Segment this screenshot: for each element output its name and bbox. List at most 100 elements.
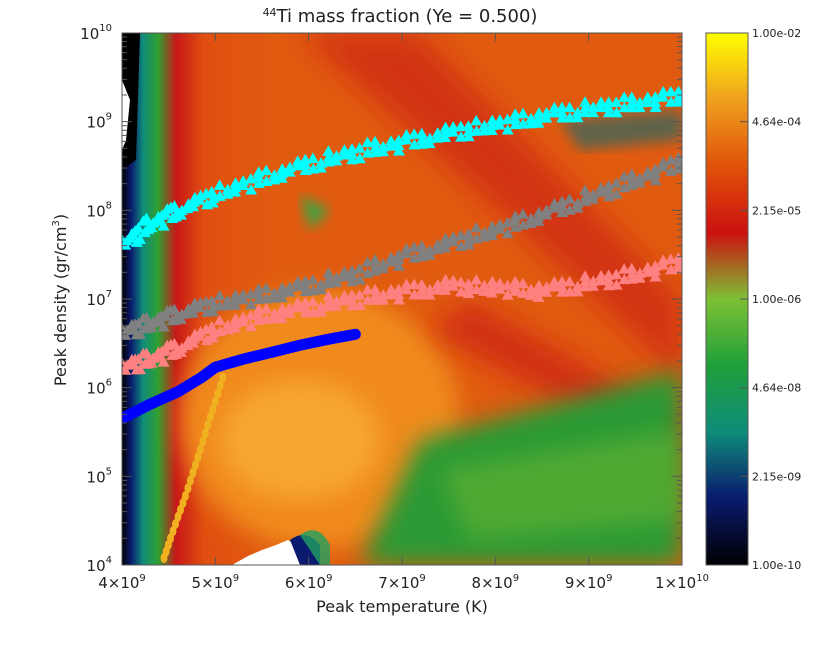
series-0-marker — [618, 91, 631, 102]
series-0-marker — [501, 124, 514, 135]
series-0-marker — [641, 91, 654, 102]
series-1-marker — [193, 301, 206, 312]
series-1-marker — [563, 193, 576, 204]
x-tick-exp: 9 — [233, 573, 239, 584]
series-0-marker — [134, 233, 146, 244]
series-1-marker — [446, 235, 459, 247]
series-4-marker — [206, 412, 214, 423]
series-0-marker — [159, 207, 172, 219]
y-tick-label: 1010 — [80, 23, 112, 43]
series-4-marker — [194, 452, 202, 463]
series-2 — [122, 252, 682, 375]
series-2-marker — [610, 268, 623, 280]
series-1-marker — [306, 274, 319, 285]
x-tick-mantissa: 7×10 — [378, 574, 419, 592]
x-tick-mantissa: 8×10 — [472, 574, 513, 592]
y-tick-exp: 6 — [106, 378, 112, 389]
y-tick-label: 109 — [87, 112, 112, 132]
series-1-marker — [485, 229, 498, 241]
series-2-marker — [454, 276, 467, 287]
series-4-marker — [204, 419, 212, 430]
series-0-marker — [595, 96, 608, 107]
series-0-marker — [306, 152, 319, 163]
series-0-marker — [618, 101, 631, 113]
series-2-marker — [486, 281, 498, 292]
series-2-marker — [509, 281, 522, 293]
series-0-marker — [625, 91, 638, 102]
colorbar-tick-label: 4.64e-04 — [752, 116, 801, 129]
series-1-marker — [571, 202, 584, 213]
x-tick-label: 6×109 — [285, 573, 333, 592]
chart-title: 44Ti mass fraction (Ye = 0.500) — [263, 6, 538, 27]
series-0-marker — [462, 130, 475, 142]
series-2-marker — [532, 291, 545, 302]
series-2-marker — [283, 307, 296, 318]
series-1-marker — [400, 247, 413, 258]
series-0-marker — [213, 179, 226, 190]
series-1-marker — [213, 289, 226, 301]
series-1-marker — [174, 313, 187, 324]
series-2-marker — [509, 275, 522, 287]
series-2-marker — [462, 277, 475, 289]
y-tick-label: 107 — [87, 289, 112, 309]
series-1-marker — [283, 286, 296, 297]
series-1-marker — [168, 303, 181, 315]
y-tick-mantissa: 10 — [87, 202, 106, 220]
series-0-marker — [140, 212, 153, 223]
series-0-marker — [656, 91, 669, 102]
series-2-marker — [306, 296, 319, 307]
series-0-marker — [187, 200, 200, 212]
series-2-marker — [525, 283, 538, 295]
series-1-marker — [392, 253, 405, 264]
series-2-marker — [462, 287, 475, 299]
y-tick-mantissa: 10 — [87, 380, 106, 398]
series-1-marker — [423, 249, 436, 260]
series-2-marker — [555, 280, 568, 292]
series-0-marker — [594, 101, 607, 112]
series-1-marker — [625, 168, 638, 179]
x-tick-mantissa: 9×10 — [565, 574, 606, 592]
colorbar-tick-label: 2.15e-09 — [752, 470, 801, 483]
y-tick-mantissa: 10 — [87, 114, 106, 132]
series-0-marker — [260, 164, 273, 176]
series-1-marker — [159, 309, 172, 321]
series-1-marker — [470, 221, 483, 233]
y-tick-mantissa: 10 — [87, 468, 106, 486]
series-2-marker — [206, 332, 219, 343]
series-0-marker — [665, 96, 678, 107]
title-text: Ti mass fraction (Ye = 0.500) — [276, 6, 538, 27]
series-1-marker — [555, 199, 568, 211]
series-1-marker — [314, 283, 327, 295]
series-1-marker — [501, 227, 514, 239]
series-0-marker — [548, 106, 561, 118]
series-2-marker — [353, 299, 366, 310]
series-2-marker — [353, 289, 366, 300]
series-0-marker — [322, 145, 335, 156]
series-1-marker — [260, 282, 273, 293]
series-2-marker — [330, 300, 343, 311]
series-2-marker — [384, 288, 397, 300]
series-0-marker — [415, 127, 428, 139]
series-1-marker — [462, 228, 475, 239]
series-2-marker — [314, 306, 327, 317]
series-1-marker — [140, 311, 153, 323]
series-2-marker — [361, 294, 374, 305]
series-2-marker — [408, 278, 421, 290]
series-1-marker — [392, 260, 405, 271]
series-0-marker — [563, 111, 576, 123]
series-2-marker — [122, 364, 132, 375]
series-2-marker — [602, 274, 615, 285]
series-2-marker — [571, 280, 584, 292]
series-0-marker — [245, 183, 258, 195]
series-2-marker — [236, 316, 249, 327]
x-tick-mantissa: 5×10 — [192, 574, 233, 592]
series-1-marker — [462, 238, 475, 250]
series-2-marker — [132, 353, 145, 364]
series-2-marker — [408, 288, 421, 300]
series-0-marker — [392, 139, 405, 150]
series-2-marker — [493, 283, 506, 294]
series-0-marker — [555, 106, 568, 118]
series-0-marker — [314, 161, 327, 173]
series-0-marker — [579, 106, 592, 118]
y-tick-mantissa: 10 — [87, 291, 106, 309]
